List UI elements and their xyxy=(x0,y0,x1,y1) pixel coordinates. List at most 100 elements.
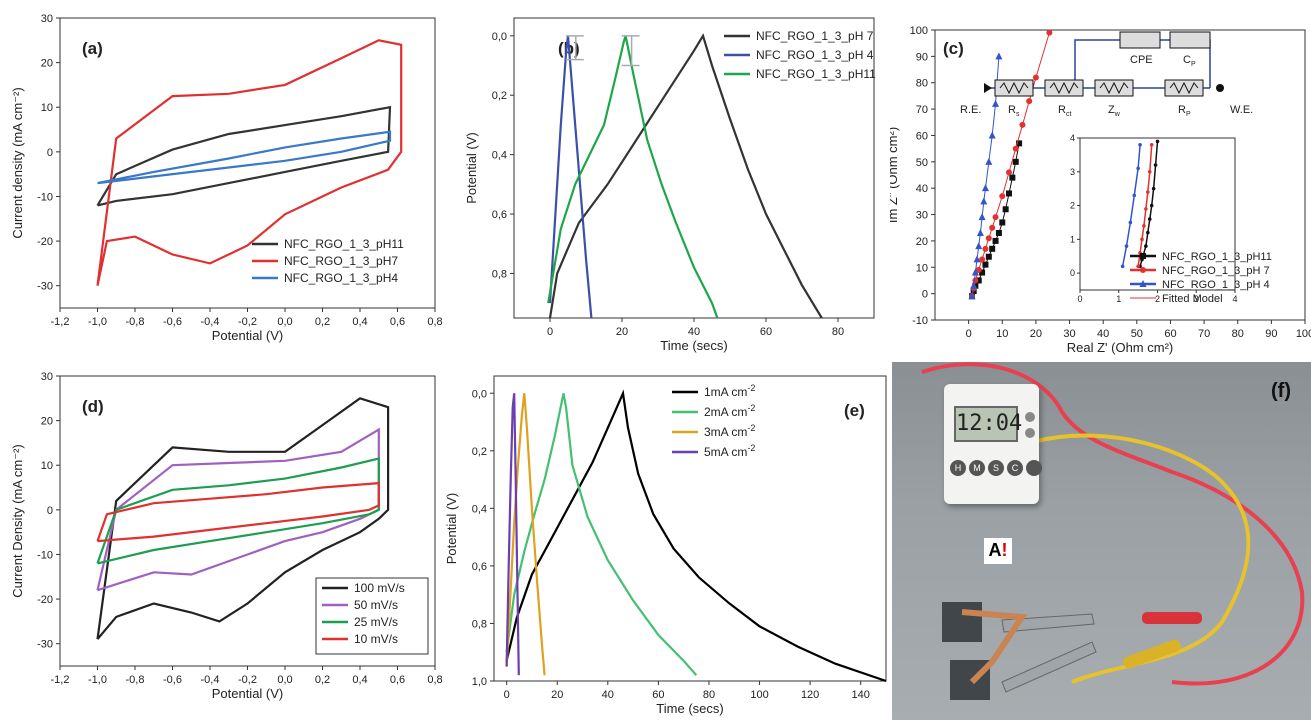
inset-data-point xyxy=(1136,166,1140,171)
inset-data-point xyxy=(1144,244,1148,248)
legend-label: NFC_RGO_1_3_pH 4 xyxy=(1162,279,1270,291)
x-tick-label: -0,4 xyxy=(201,674,220,686)
x-axis-label: Real Z' (Ohm cm²) xyxy=(1067,340,1173,355)
y-axis-label: Current Density (mA cm⁻²) xyxy=(10,444,25,598)
x-tick-label: 80 xyxy=(1232,328,1244,340)
data-point xyxy=(985,157,993,165)
data-point xyxy=(1019,121,1026,128)
series-line xyxy=(96,427,380,592)
y-tick-label: 0,6 xyxy=(492,209,507,221)
y-tick-label: 10 xyxy=(916,262,928,274)
inset-data-point xyxy=(1128,220,1133,225)
inset-y-tick-label: 0 xyxy=(1070,268,1075,278)
circuit-label-rs: Rs xyxy=(1008,104,1020,118)
logo-mark: ! xyxy=(1001,540,1008,560)
x-tick-label: -0,6 xyxy=(163,316,182,328)
x-tick-label: 80 xyxy=(703,689,715,701)
data-point xyxy=(1006,190,1012,197)
x-tick-label: 0,4 xyxy=(352,316,367,328)
series-line xyxy=(96,105,392,207)
wires-illustration xyxy=(921,362,1305,700)
timer-button-s: S xyxy=(988,460,1004,476)
legend-sup: -2 xyxy=(747,383,755,393)
plot-frame xyxy=(513,17,875,319)
legend-label: 3mA cm-2 xyxy=(704,423,755,439)
y-tick-label: 40 xyxy=(916,183,928,195)
legend-label: NFC_RGO_1_3_pH11 xyxy=(756,67,876,81)
x-tick-label: 0,8 xyxy=(427,316,442,328)
y-tick-label: 30 xyxy=(41,371,53,383)
inset-data-point xyxy=(1144,207,1148,211)
x-tick-label: -0,4 xyxy=(201,316,220,328)
x-tick-label: 0 xyxy=(547,326,553,338)
inset-y-tick-label: 1 xyxy=(1070,234,1075,244)
legend-label: NFC_RGO_1_3_pH 7 xyxy=(756,29,874,43)
inset-data-point xyxy=(1120,264,1125,269)
legend-sup: -2 xyxy=(747,423,755,433)
y-tick-label: -30 xyxy=(37,281,53,293)
circuit-label-we: W.E. xyxy=(1230,104,1253,116)
inset-x-tick-label: 1 xyxy=(1116,294,1121,304)
photo-panel: (f) 12:04 H M S C A! xyxy=(892,362,1311,720)
chart-e: 0 20 40 60 80 100 120 140 0,0 0,2 0,4 0,6 0,8 1,0 Time… xyxy=(444,375,887,716)
data-point xyxy=(982,261,989,268)
equivalent-circuit: R.E. W.E. CPE CP Rs Rct Zw RP xyxy=(960,31,1253,118)
logo-letter: A xyxy=(988,540,1002,560)
x-tick-label: 0,6 xyxy=(390,316,405,328)
x-tick-label: 20 xyxy=(616,326,628,338)
y-tick-label: -10 xyxy=(37,191,53,203)
x-tick-label: 70 xyxy=(1198,328,1210,340)
x-tick-label: 60 xyxy=(652,689,664,701)
x-axis-label: Time (secs) xyxy=(660,338,727,353)
inset-series-line xyxy=(1121,144,1141,267)
y-tick-label: -20 xyxy=(37,236,53,248)
y-tick-label: 0,8 xyxy=(492,268,507,280)
inset-data-point xyxy=(1147,217,1152,221)
x-tick-label: 0,6 xyxy=(390,674,405,686)
legend-label: NFC_RGO_1_3_pH7 xyxy=(284,254,398,268)
inset-x-tick-label: 0 xyxy=(1077,294,1082,304)
legend-label: 5mA cm-2 xyxy=(704,443,755,459)
panel-label: (c) xyxy=(943,39,964,58)
legend-label: NFC_RGO_1_3_pH 4 xyxy=(756,48,874,62)
y-tick-label: -10 xyxy=(912,315,928,327)
circuit-label-rct-sub: ct xyxy=(1066,111,1072,118)
circuit-label-zw: Zw xyxy=(1108,104,1121,118)
y-tick-label: 10 xyxy=(41,102,53,114)
x-tick-label: 0 xyxy=(966,328,972,340)
timer-device: 12:04 H M S C xyxy=(944,384,1042,504)
legend-label: NFC_RGO_1_3_pH4 xyxy=(284,271,398,285)
data-point xyxy=(1012,158,1019,165)
series-line xyxy=(96,39,403,286)
plot-frame xyxy=(934,29,1306,321)
inset-data-point xyxy=(1146,230,1150,235)
legend-label: 10 mV/s xyxy=(354,632,398,646)
y-tick-label: -30 xyxy=(37,639,53,651)
x-tick-label: 0,0 xyxy=(277,316,292,328)
inset-y-tick-label: 2 xyxy=(1070,201,1075,211)
data-point xyxy=(988,131,996,139)
legend: NFC_RGO_1_3_pH 7 NFC_RGO_1_3_pH 4 NFC_RGO_… xyxy=(724,29,876,81)
circuit-node xyxy=(1216,84,1224,92)
circuit-label-zw-sub: w xyxy=(1114,111,1121,118)
series-line xyxy=(505,393,546,676)
inset-data-point xyxy=(1146,190,1150,194)
cpe-element xyxy=(1119,31,1161,49)
inset-data-point xyxy=(1149,142,1154,147)
series-line xyxy=(96,481,380,543)
timer-button-m: M xyxy=(969,460,985,476)
chart-c: 0102030405060708090100-10010203040506070… xyxy=(890,25,1311,355)
inset-x-tick-label: 3 xyxy=(1194,294,1199,304)
legend-label: NFC_RGO_1_3_pH11 xyxy=(1162,251,1272,263)
y-tick-label: 0,4 xyxy=(492,150,507,162)
y-tick-label: -20 xyxy=(37,594,53,606)
timer-side-button xyxy=(1025,412,1035,422)
data-point xyxy=(985,253,992,260)
x-tick-label: 0,2 xyxy=(315,316,330,328)
legend-sup: -2 xyxy=(747,403,755,413)
x-tick-label: 140 xyxy=(852,689,870,701)
y-tick-label: 20 xyxy=(41,58,53,70)
data-point xyxy=(995,52,1003,60)
circuit-label-rp: RP xyxy=(1178,104,1191,118)
circuit-label-cp: CP xyxy=(1183,54,1196,68)
